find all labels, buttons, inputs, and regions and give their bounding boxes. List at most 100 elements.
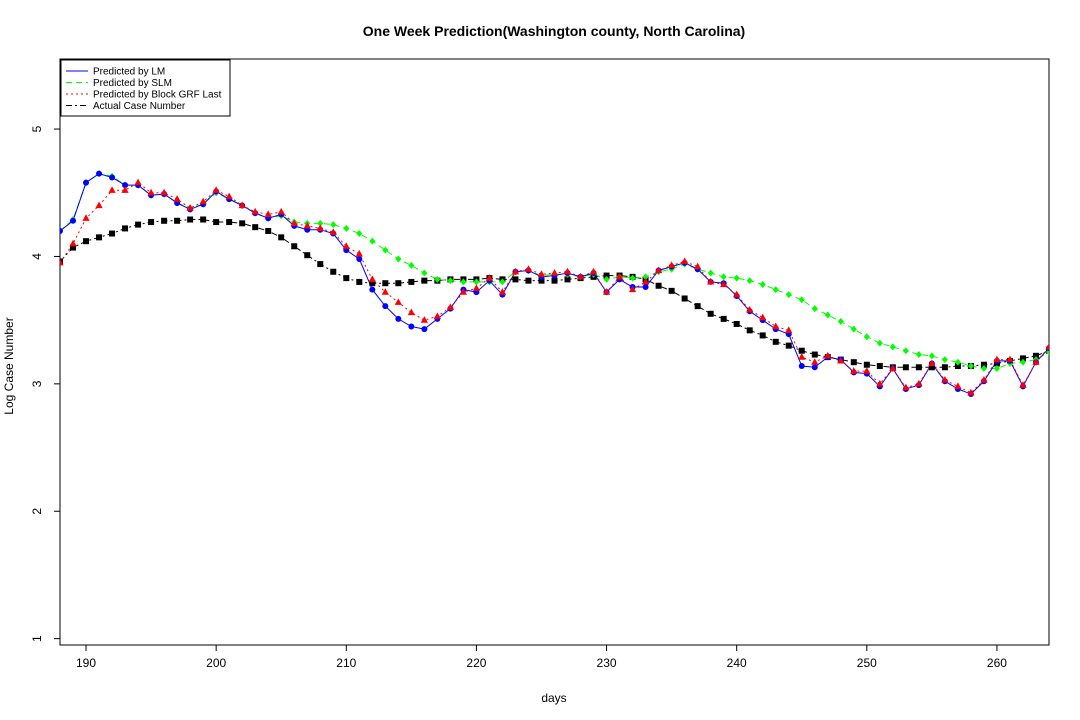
x-tick-label: 210 [336, 656, 356, 670]
data-point [1019, 381, 1027, 388]
data-point [433, 312, 441, 319]
data-point [876, 339, 883, 347]
data-point [798, 363, 805, 370]
data-point [186, 204, 194, 211]
data-point [641, 277, 650, 285]
data-point [629, 274, 636, 282]
data-point [1006, 355, 1014, 363]
data-point [759, 313, 767, 321]
data-point [746, 327, 753, 334]
data-point [681, 295, 688, 302]
data-point [850, 325, 857, 333]
legend-entry: Predicted by LM [93, 67, 165, 78]
data-point [902, 364, 909, 371]
data-point [70, 217, 77, 224]
data-point [720, 280, 728, 288]
data-point [798, 347, 805, 354]
data-point [694, 303, 701, 310]
data-point [642, 273, 649, 281]
data-point [408, 278, 415, 285]
data-point [395, 255, 402, 263]
data-point [837, 356, 845, 364]
data-point [993, 365, 1000, 373]
data-point [967, 362, 974, 370]
data-point [603, 272, 610, 279]
data-point [1019, 358, 1026, 366]
data-point [329, 228, 337, 235]
series-markers [60, 170, 1049, 398]
data-point [655, 266, 663, 274]
data-point [238, 201, 246, 209]
data-point [603, 275, 610, 283]
data-point [173, 195, 181, 202]
data-point [356, 230, 363, 238]
data-point [772, 286, 779, 294]
data-point [785, 291, 792, 299]
data-point [733, 274, 740, 282]
data-point [551, 277, 558, 284]
data-point [174, 217, 181, 224]
data-point [824, 351, 832, 359]
data-point [109, 174, 116, 181]
data-point [187, 216, 194, 223]
data-point [83, 238, 90, 245]
data-point [772, 338, 779, 345]
data-point [655, 282, 662, 289]
data-point [290, 219, 298, 226]
series-markers [60, 178, 1049, 396]
data-point [615, 272, 624, 280]
data-point [277, 207, 285, 215]
series-actual-case-number [60, 219, 1049, 368]
data-point [278, 234, 285, 241]
x-tick-label: 260 [987, 656, 1007, 670]
data-point [668, 287, 675, 294]
data-point [291, 243, 298, 250]
data-point [954, 382, 962, 389]
data-point [511, 267, 520, 275]
data-point [954, 358, 961, 366]
data-point [161, 217, 168, 224]
data-point [382, 246, 389, 254]
data-point [60, 227, 63, 234]
data-point [915, 351, 922, 359]
data-point [472, 284, 481, 291]
data-point [537, 270, 546, 277]
data-point [668, 261, 676, 268]
x-tick-label: 240 [727, 656, 747, 670]
data-point [746, 277, 753, 285]
x-tick-label: 200 [206, 656, 226, 670]
series-line [60, 181, 1049, 394]
data-point [811, 364, 818, 371]
y-tick-label: 5 [30, 125, 44, 132]
data-point [863, 367, 871, 374]
data-point [421, 326, 428, 333]
data-point [499, 278, 506, 286]
series-predicted-by-block-grf-last [60, 181, 1049, 394]
data-point [837, 317, 844, 325]
series-line [60, 219, 1049, 368]
plot-frame [59, 58, 1050, 646]
legend-entry: Predicted by Block GRF Last [93, 90, 222, 101]
data-point [122, 182, 129, 189]
data-point [550, 269, 559, 276]
data-point [746, 305, 754, 313]
data-point [759, 332, 766, 339]
data-point [589, 267, 598, 275]
data-point [265, 227, 272, 234]
data-point [564, 276, 571, 283]
data-point [498, 288, 507, 295]
series-line [60, 173, 1049, 395]
data-point [1019, 355, 1026, 362]
data-point [434, 275, 441, 283]
data-point [928, 364, 935, 371]
series-layer [60, 170, 1049, 398]
data-point [928, 352, 935, 360]
data-point [772, 322, 780, 330]
x-tick-label: 250 [857, 656, 877, 670]
data-point [850, 367, 858, 374]
data-point [915, 379, 923, 387]
chart-title: One Week Prediction(Washington county, N… [363, 23, 745, 39]
data-point [199, 197, 207, 205]
x-tick-label: 220 [466, 656, 486, 670]
